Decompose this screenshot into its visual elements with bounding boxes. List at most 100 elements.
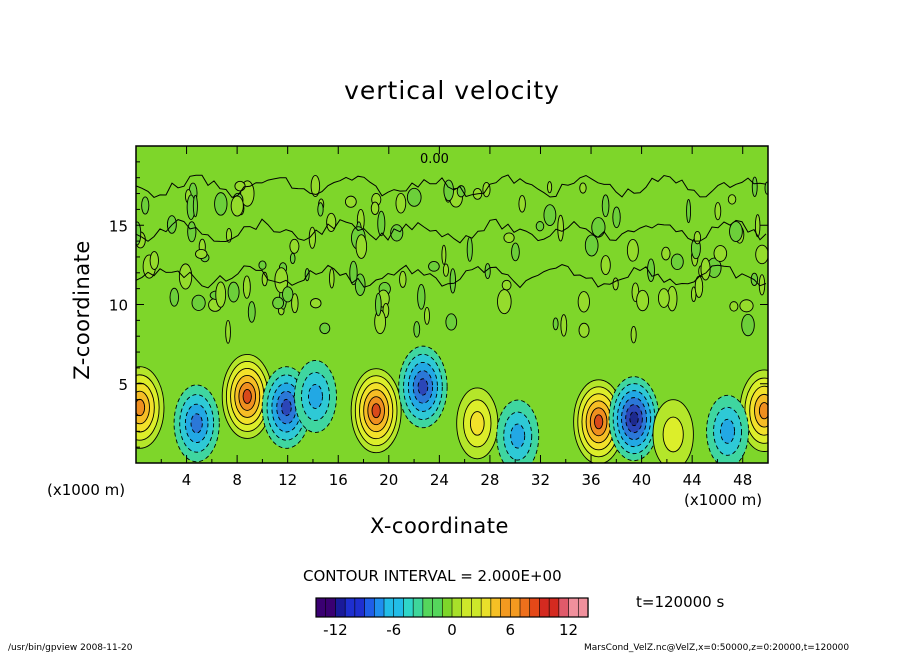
contour-value-label: 0.00 — [420, 152, 449, 167]
noise-contour — [764, 181, 768, 195]
contour-level — [510, 423, 526, 449]
noise-contour — [686, 199, 692, 224]
velocity-cell — [136, 366, 165, 449]
time-label: t=120000 s — [636, 593, 725, 611]
noise-contour — [543, 204, 557, 226]
noise-contour — [445, 313, 458, 331]
noise-contour — [289, 238, 300, 254]
noise-contour — [234, 180, 246, 192]
contour-line — [136, 264, 767, 289]
contour-level — [242, 388, 252, 404]
noise-contour — [214, 192, 228, 216]
contour-level — [662, 416, 684, 453]
noise-contour — [755, 244, 768, 265]
velocity-cell — [652, 399, 694, 463]
noise-contour — [739, 299, 754, 313]
x-tick-label: 12 — [278, 471, 297, 489]
colorbar-swatch — [422, 597, 434, 618]
x-tick-label: 8 — [232, 471, 242, 489]
contour-interval-text: CONTOUR INTERVAL = 2.000E+00 — [303, 567, 562, 585]
noise-contour — [225, 319, 231, 344]
noise-contour — [329, 268, 335, 289]
velocity-cell — [496, 399, 540, 463]
noise-contour — [215, 281, 227, 308]
noise-contour — [591, 217, 606, 238]
y-tick-label: 5 — [118, 376, 128, 394]
x-tick-label: 36 — [581, 471, 600, 489]
noise-contour — [442, 263, 449, 277]
colorbar-swatch — [412, 597, 424, 618]
colorbar-swatch — [403, 597, 414, 618]
colorbar-swatch — [364, 597, 375, 618]
noise-contour — [187, 221, 197, 243]
noise-contour — [560, 314, 568, 337]
noise-contour — [578, 322, 590, 338]
noise-contour — [727, 194, 737, 205]
colorbar-swatch — [480, 597, 492, 618]
velocity-cell — [221, 353, 273, 439]
footer-right: MarsCond_VelZ.nc@VelZ,x=0:50000,z=0:2000… — [584, 643, 850, 653]
colorbar-swatch — [383, 597, 395, 618]
y-axis-label: Z-coordinate — [70, 240, 94, 380]
noise-contour — [714, 202, 722, 221]
x-tick-label: 32 — [531, 471, 550, 489]
velocity-cell — [173, 384, 220, 463]
colorbar-tick-label: 6 — [506, 621, 516, 639]
noise-contour — [310, 298, 322, 309]
x-tick-label: 24 — [430, 471, 449, 489]
colorbar-tick-label: -12 — [323, 621, 348, 639]
colorbar-swatch — [577, 597, 589, 618]
velocity-cell — [456, 387, 499, 460]
noise-contour — [441, 244, 447, 265]
noise-contour — [375, 293, 382, 317]
noise-contour — [518, 195, 526, 213]
x-tick-label: 28 — [480, 471, 499, 489]
noise-contour — [344, 195, 357, 208]
noise-contour — [713, 245, 728, 262]
velocity-cell — [573, 379, 625, 463]
x-axis-label: X-coordinate — [370, 514, 509, 538]
noise-contour — [626, 238, 639, 262]
noise-contour — [693, 231, 702, 245]
noise-contour — [417, 284, 426, 310]
colorbar-tick-label: -6 — [386, 621, 401, 639]
noise-contour — [657, 288, 670, 308]
noise-contour — [377, 210, 386, 237]
footer-left: /usr/bin/gpview 2008-11-20 — [8, 643, 133, 653]
contour-level — [720, 418, 736, 444]
colorbar: -12 -6 0 6 12 — [315, 597, 589, 639]
velocity-cell — [706, 394, 749, 463]
noise-contour — [326, 212, 337, 232]
colorbar-swatch — [500, 597, 511, 618]
noise-contour — [272, 296, 285, 310]
velocity-cell — [739, 369, 768, 452]
noise-contour — [195, 248, 208, 260]
plot-area — [136, 146, 768, 463]
colorbar-swatch — [461, 597, 473, 618]
noise-contour — [584, 234, 599, 257]
noise-contour — [579, 182, 587, 194]
noise-contour — [191, 294, 206, 311]
noise-contour — [552, 317, 559, 331]
noise-contour — [149, 251, 159, 270]
noise-contour — [612, 206, 621, 229]
contour-level — [417, 378, 429, 396]
contour-line — [136, 174, 767, 198]
noise-contour — [557, 214, 564, 242]
colorbar-swatch — [432, 597, 443, 618]
noise-contour — [242, 275, 251, 299]
colorbar-swatch — [548, 597, 560, 618]
velocity-cell — [350, 368, 402, 454]
noise-contour — [141, 196, 150, 215]
x-tick-label: 4 — [182, 471, 192, 489]
colorbar-swatch — [509, 597, 521, 618]
noise-contour — [230, 195, 244, 217]
colorbar-swatch — [490, 597, 502, 618]
velocity-cell — [608, 376, 660, 462]
noise-contour — [661, 246, 671, 261]
noise-contour — [310, 175, 321, 197]
noise-contour — [443, 179, 454, 202]
noise-contour — [636, 289, 650, 312]
noise-contour — [247, 301, 256, 323]
